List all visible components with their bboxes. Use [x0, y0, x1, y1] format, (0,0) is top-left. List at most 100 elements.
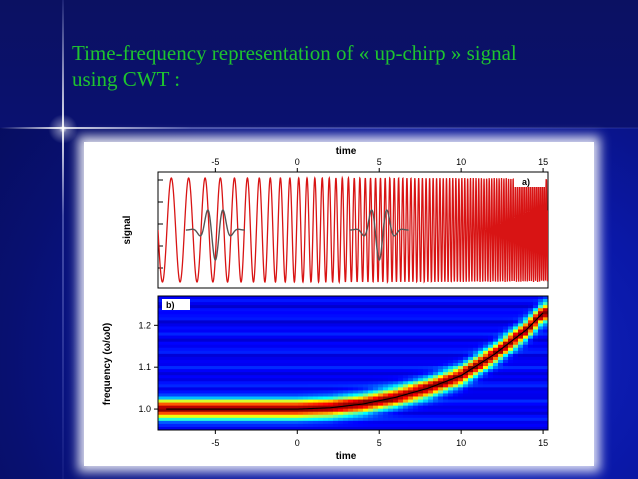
- heatmap-cell: [488, 405, 494, 410]
- heatmap-cell: [183, 326, 189, 331]
- heatmap-cell: [248, 341, 254, 346]
- heatmap-cell: [183, 378, 189, 382]
- heatmap-cell: [478, 311, 484, 315]
- heatmap-cell: [288, 344, 294, 349]
- heatmap-cell: [423, 399, 429, 404]
- heatmap-cell: [323, 311, 329, 315]
- heatmap-cell: [163, 396, 169, 401]
- heatmap-cell: [173, 390, 179, 395]
- heatmap-cell: [453, 311, 459, 315]
- heatmap-cell: [448, 341, 454, 346]
- heatmap-cell: [348, 335, 354, 340]
- heatmap-cell: [433, 308, 439, 312]
- heatmap-cell: [228, 423, 234, 428]
- heatmap-cell: [473, 311, 479, 315]
- heatmap-cell: [493, 378, 499, 382]
- heatmap-cell: [473, 308, 479, 312]
- heatmap-cell: [333, 426, 339, 430]
- heatmap-cell: [223, 323, 229, 328]
- heatmap-cell: [478, 372, 484, 376]
- heatmap-cell: [348, 384, 354, 388]
- heatmap-cell: [313, 390, 319, 395]
- heatmap-cell: [243, 323, 249, 328]
- heatmap-cell: [523, 326, 529, 331]
- heatmap-cell: [173, 378, 179, 382]
- heatmap-cell: [323, 308, 329, 312]
- heatmap-cell: [478, 390, 484, 395]
- heatmap-cell: [363, 296, 369, 300]
- heatmap-cell: [293, 359, 299, 364]
- heatmap-cell: [293, 338, 299, 343]
- heatmap-cell: [198, 296, 204, 300]
- heatmap-cell: [483, 323, 489, 328]
- heatmap-cell: [333, 408, 339, 413]
- heatmap-cell: [363, 393, 369, 398]
- heatmap-cell: [238, 353, 244, 358]
- heatmap-cell: [483, 359, 489, 364]
- heatmap-cell: [438, 426, 444, 430]
- heatmap-cell: [203, 375, 209, 379]
- heatmap-cell: [193, 411, 199, 416]
- heatmap-cell: [528, 314, 534, 318]
- heatmap-cell: [163, 411, 169, 416]
- heatmap-cell: [403, 311, 409, 315]
- heatmap-cell: [208, 317, 214, 321]
- heatmap-cell: [433, 323, 439, 328]
- heatmap-cell: [493, 363, 499, 367]
- heatmap-cell: [293, 323, 299, 328]
- heatmap-cell: [183, 353, 189, 358]
- heatmap-cell: [483, 372, 489, 376]
- heatmap-cell: [293, 320, 299, 325]
- heatmap-cell: [283, 338, 289, 343]
- heatmap-cell: [543, 326, 548, 331]
- heatmap-cell: [218, 329, 224, 334]
- heatmap-cell: [363, 384, 369, 388]
- heatmap-cell: [483, 393, 489, 398]
- heatmap-cell: [268, 326, 274, 331]
- heatmap-cell: [268, 356, 274, 361]
- heatmap-cell: [208, 369, 214, 373]
- heatmap-cell: [533, 387, 539, 392]
- heatmap-cell: [493, 399, 499, 404]
- heatmap-cell: [353, 308, 359, 312]
- heatmap-cell: [243, 344, 249, 349]
- heatmap-cell: [483, 390, 489, 395]
- heatmap-cell: [338, 417, 344, 422]
- heatmap-cell: [538, 423, 544, 428]
- heatmap-cell: [483, 338, 489, 343]
- heatmap-cell: [353, 356, 359, 361]
- heatmap-cell: [448, 356, 454, 361]
- heatmap-cell: [238, 335, 244, 340]
- heatmap-cell: [473, 408, 479, 413]
- heatmap-cell: [253, 408, 259, 413]
- heatmap-cell: [258, 408, 264, 413]
- heatmap-cell: [193, 359, 199, 364]
- heatmap-cell: [363, 344, 369, 349]
- heatmap-cell: [288, 335, 294, 340]
- heatmap-cell: [303, 344, 309, 349]
- heatmap-cell: [253, 414, 259, 419]
- heatmap-cell: [268, 299, 274, 303]
- heatmap-cell: [268, 408, 274, 413]
- heatmap-cell: [468, 356, 474, 361]
- heatmap-cell: [483, 426, 489, 430]
- heatmap-cell: [273, 314, 279, 318]
- heatmap-cell: [513, 320, 519, 325]
- heatmap-cell: [483, 299, 489, 303]
- heatmap-cell: [523, 344, 529, 349]
- heatmap-cell: [508, 384, 514, 388]
- heatmap-cell: [338, 323, 344, 328]
- heatmap-cell: [268, 353, 274, 358]
- heatmap-cell: [218, 341, 224, 346]
- heatmap-cell: [243, 387, 249, 392]
- heatmap-cell: [238, 408, 244, 413]
- heatmap-cell: [513, 384, 519, 388]
- heatmap-cell: [498, 359, 504, 364]
- heatmap-cell: [283, 423, 289, 428]
- heatmap-cell: [408, 423, 414, 428]
- heatmap-cell: [348, 314, 354, 318]
- heatmap-cell: [323, 399, 329, 404]
- heatmap-cell: [488, 402, 494, 407]
- heatmap-cell: [463, 338, 469, 343]
- heatmap-cell: [408, 296, 414, 300]
